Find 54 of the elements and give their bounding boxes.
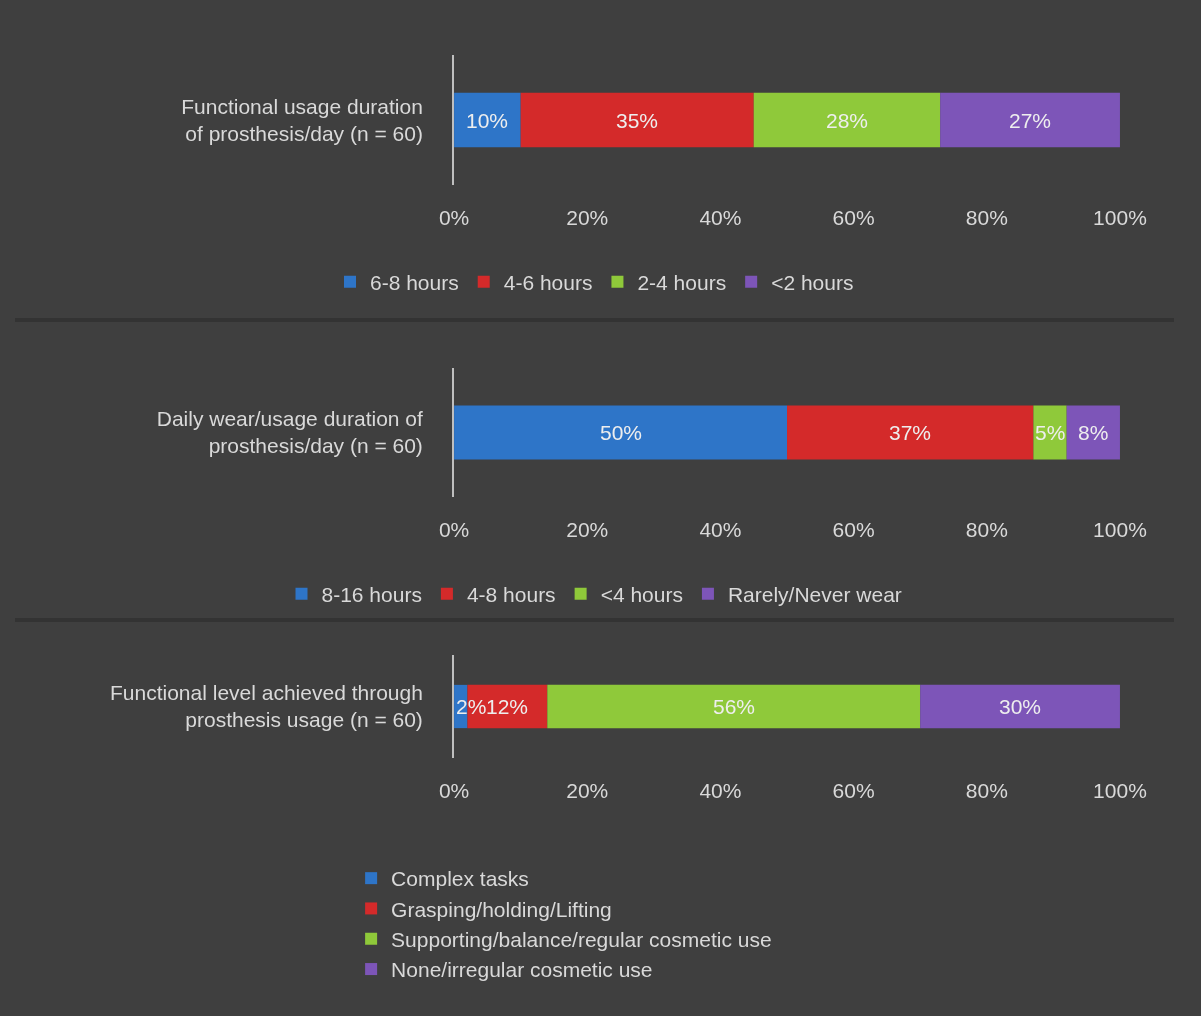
x-tick-label: 40% xyxy=(699,206,742,229)
data-label: 27% xyxy=(1009,109,1052,132)
legend-label: Grasping/holding/Lifting xyxy=(391,897,612,921)
bar xyxy=(1033,405,1067,460)
legend-label: 6-8 hours xyxy=(370,270,459,294)
data-label: 10% xyxy=(466,109,509,132)
x-tick-label: 80% xyxy=(965,206,1008,229)
legend-label: Rarely/Never wear xyxy=(727,582,902,606)
bar xyxy=(454,405,788,460)
data-label: 56% xyxy=(713,695,756,718)
data-label: 50% xyxy=(600,421,643,444)
x-tick-label: 20% xyxy=(566,779,609,802)
legend-label: 2-4 hours xyxy=(637,270,727,294)
data-label: 8% xyxy=(1078,421,1109,444)
legend-label: <2 hours xyxy=(771,270,854,294)
x-tick-label: 0% xyxy=(438,779,470,802)
x-tick-label: 100% xyxy=(1093,779,1147,802)
x-tick-label: 20% xyxy=(566,206,609,229)
legend-label: Complex tasks xyxy=(391,867,529,891)
x-tick-label: 60% xyxy=(832,206,875,229)
y-tick-label: Daily wear/usage duration of prosthesis/day (n = 60) xyxy=(156,407,424,458)
data-label: 12% xyxy=(486,695,529,718)
x-tick-label: 100% xyxy=(1093,518,1147,541)
legend-label: 4-6 hours xyxy=(503,270,593,294)
bar xyxy=(920,684,1120,729)
x-tick-label: 40% xyxy=(699,518,742,541)
x-tick-label: 0% xyxy=(438,518,470,541)
x-tick-label: 20% xyxy=(566,518,609,541)
legend-label: Supporting/balance/regular cosmetic use xyxy=(391,927,772,951)
y-tick-label: Functional level achieved through prosthesis usage (n = 60) xyxy=(110,681,423,732)
legend-label: None/irregular cosmetic use xyxy=(391,958,653,982)
bar xyxy=(520,92,754,148)
bar xyxy=(1066,405,1120,460)
data-label: 37% xyxy=(889,421,932,444)
data-label: 5% xyxy=(1035,421,1066,444)
x-tick-label: 60% xyxy=(832,518,875,541)
bar xyxy=(454,92,521,148)
data-label: 28% xyxy=(826,109,869,132)
bar xyxy=(547,684,921,729)
bar xyxy=(753,92,941,148)
data-label: 35% xyxy=(616,109,659,132)
x-tick-label: 80% xyxy=(965,779,1008,802)
x-tick-label: 40% xyxy=(699,779,742,802)
y-tick-label: Functional usage duration of prosthesis/day (n = 60) xyxy=(181,94,423,145)
legend-label: <4 hours xyxy=(600,582,683,606)
bar xyxy=(787,405,1034,460)
x-tick-label: 60% xyxy=(832,779,875,802)
x-tick-label: 100% xyxy=(1093,206,1147,229)
legend-label: 8-16 hours xyxy=(321,582,422,606)
x-tick-label: 80% xyxy=(965,518,1008,541)
x-tick-label: 0% xyxy=(438,206,470,229)
legend-label: 4-8 hours xyxy=(466,582,556,606)
bar xyxy=(940,92,1120,148)
data-label: 30% xyxy=(999,695,1042,718)
